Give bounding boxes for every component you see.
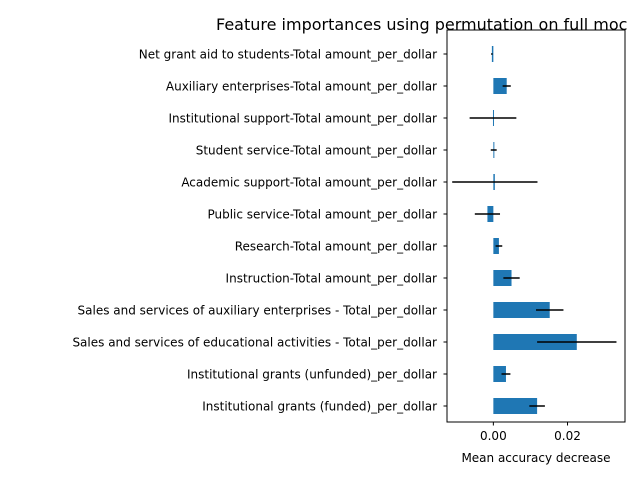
y-axis: Net grant aid to students-Total amount_p… — [72, 48, 447, 414]
x-tick-label: 0.02 — [554, 429, 581, 443]
bars-layer — [487, 46, 577, 414]
y-tick-label: Auxiliary enterprises-Total amount_per_d… — [166, 80, 437, 94]
y-tick-label: Institutional support-Total amount_per_d… — [168, 112, 437, 126]
error-bars-layer — [452, 53, 617, 407]
x-tick-label: 0.00 — [480, 429, 507, 443]
bar — [493, 398, 538, 414]
y-tick-label: Sales and services of auxiliary enterpri… — [78, 304, 438, 318]
x-axis: 0.00 0.02 — [480, 422, 581, 443]
x-axis-label: Mean accuracy decrease — [461, 451, 610, 465]
y-tick-label: Research-Total amount_per_dollar — [235, 240, 437, 254]
y-tick-label: Net grant aid to students-Total amount_p… — [139, 48, 437, 62]
bar — [493, 302, 550, 318]
plot-frame — [446, 29, 626, 423]
y-tick-label: Sales and services of educational activi… — [72, 336, 437, 350]
bar — [493, 334, 577, 350]
chart-title: Feature importances using permutation on… — [216, 15, 627, 34]
y-tick-label: Institutional grants (unfunded)_per_doll… — [187, 368, 437, 382]
y-tick-label: Institutional grants (funded)_per_dollar — [202, 400, 437, 414]
bar — [493, 78, 507, 94]
y-tick-label: Academic support-Total amount_per_dollar — [181, 176, 437, 190]
y-tick-label: Public service-Total amount_per_dollar — [207, 208, 437, 222]
y-tick-label: Student service-Total amount_per_dollar — [196, 144, 437, 158]
bar — [493, 366, 506, 382]
y-tick-label: Instruction-Total amount_per_dollar — [226, 272, 438, 286]
bar — [493, 270, 512, 286]
